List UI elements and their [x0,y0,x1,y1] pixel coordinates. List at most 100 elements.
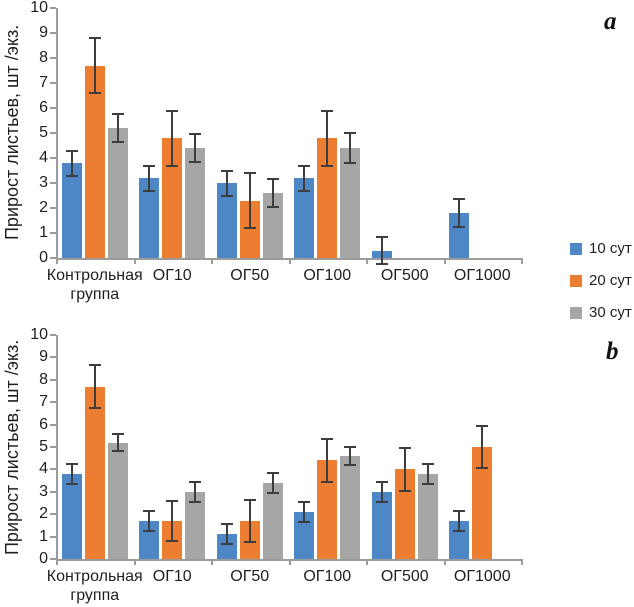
y-tick-label: 2 [39,199,48,216]
y-tick-label: 4 [39,149,48,166]
y-tick-label: 6 [39,415,48,433]
y-tick [50,82,56,84]
error-bar [148,165,151,191]
error-bar-cap-top [344,446,357,448]
x-tick [211,559,213,565]
legend-swatch-icon [570,242,582,255]
bar [216,534,237,559]
bar [340,148,361,258]
error-bar [458,510,461,531]
error-bar-cap-top [88,37,101,39]
y-tick [50,7,56,9]
error-bar-cap-bottom [189,500,202,503]
error-bar-cap-top [65,149,78,152]
error-bar-cap-bottom [453,530,466,532]
error-bar [93,38,96,93]
bar [239,200,260,258]
x-tick [56,559,58,565]
y-tick-label: 8 [39,49,48,66]
y-tick-label: 3 [39,174,48,191]
y-tick [50,232,56,234]
error-bar [403,448,406,491]
y-tick [50,107,56,109]
bar [107,128,128,258]
panel-label-b: b [606,338,619,365]
error-bar-cap-bottom [220,543,233,546]
error-bar-cap-bottom [65,174,78,177]
y-tick [50,378,56,381]
error-bar-cap-bottom [88,406,101,409]
y-tick-label: 1 [39,527,48,545]
y-tick [50,468,56,471]
x-tick-label: Контрольная группа [46,568,143,604]
error-bar [171,500,174,542]
y-tick [50,535,56,538]
bar [394,469,415,559]
error-bar-cap-bottom [143,189,156,192]
error-bar-cap-top [344,132,357,134]
y-tick-label: 0 [39,249,48,266]
error-bar [171,110,174,166]
legend-label: 20 сут [589,272,632,289]
x-tick [211,258,213,264]
y-tick [50,132,56,134]
legend-entry: 30 сут [570,304,632,321]
x-tick-label: Контрольная группа [46,267,143,303]
legend-entry: 10 сут [570,240,632,257]
error-bar-cap-top [111,113,124,116]
bar [61,163,82,258]
error-bar-cap-bottom [166,540,179,543]
x-tick-label: ОГ500 [380,267,429,284]
error-bar [349,447,352,465]
error-bar-cap-top [453,198,466,201]
error-bar-cap-top [143,164,156,167]
x-tick [288,258,291,264]
y-tick-label: 8 [39,370,48,388]
error-bar [70,150,73,176]
error-bar-cap-bottom [111,450,124,453]
bar [84,386,105,559]
bar [417,473,438,559]
error-bar [248,173,251,228]
x-tick-label: ОГ50 [230,267,270,284]
x-tick-label: ОГ100 [303,568,352,585]
error-bar-cap-bottom [266,491,279,494]
error-bar-cap-top [375,235,388,238]
error-bar [380,481,383,502]
error-bar-cap-top [220,169,233,172]
error-bar [194,134,197,162]
bar [84,65,105,258]
error-bar-cap-top [166,499,179,502]
y-tick-label: 6 [39,99,48,116]
error-bar-cap-bottom [266,205,279,208]
y-axis-line [56,335,58,561]
error-bar-cap-top [243,498,256,501]
error-bar-cap-top [453,509,466,512]
error-bar-cap-bottom [421,482,434,485]
x-tick [56,258,58,264]
error-bar [248,499,251,543]
error-bar-cap-top [88,364,101,367]
error-bar-cap-bottom [344,463,357,466]
x-tick-label: ОГ100 [303,267,352,284]
legend-swatch-icon [570,306,582,319]
y-tick-label: 10 [30,326,48,343]
x-tick-label: ОГ10 [152,568,192,585]
y-tick-label: 5 [39,124,48,141]
x-tick [133,258,136,264]
error-bar-cap-top [476,424,489,427]
y-tick [50,157,56,159]
x-tick-label: ОГ1000 [453,267,511,284]
error-bar-cap-top [298,164,311,167]
x-tick-label: ОГ500 [380,568,429,585]
error-bar-cap-top [111,432,124,435]
error-bar-cap-top [266,178,279,181]
x-tick [443,559,446,565]
x-tick [133,559,136,565]
error-bar-cap-top [189,480,202,483]
error-bar-cap-top [166,109,179,112]
error-bar [481,425,484,469]
error-bar-cap-top [143,509,156,512]
y-tick [50,57,56,59]
x-tick-label: ОГ10 [152,267,192,284]
